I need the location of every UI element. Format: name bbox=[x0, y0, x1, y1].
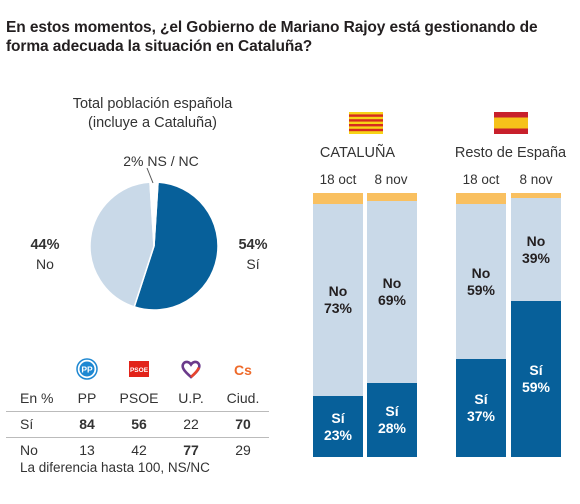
date-label: 8 nov bbox=[519, 172, 553, 187]
spain-flag-icon bbox=[494, 112, 528, 134]
bar-segment-si: Sí 28% bbox=[367, 383, 417, 457]
pie-no-pct: 44% bbox=[30, 237, 60, 253]
table-header-cell: Ciud. bbox=[217, 385, 269, 412]
table-cell: 29 bbox=[235, 442, 251, 459]
bar-segment-nsnc bbox=[456, 193, 506, 204]
pie-title-line1: Total población española bbox=[72, 96, 233, 112]
bar-label-no-pct: 39% bbox=[521, 249, 551, 266]
bar-segment-si: Sí 23% bbox=[313, 396, 363, 457]
pie-nsnc-label: 2% NS / NC bbox=[123, 153, 199, 169]
table-header-cell: U.P. bbox=[165, 385, 217, 412]
footnote: La diferencia hasta 100, NS/NC bbox=[20, 460, 210, 475]
bar-label-no-pct: 73% bbox=[323, 300, 353, 316]
pie-no-text: No bbox=[36, 256, 54, 272]
bar-label-si-pct: 37% bbox=[466, 408, 496, 424]
bar-label-si: Sí 37% bbox=[456, 391, 506, 425]
table-header-cell: PSOE bbox=[113, 385, 165, 412]
nsnc-leader-line bbox=[146, 167, 154, 184]
bar-segment-no: No 59% bbox=[456, 204, 506, 359]
bar-column: No 69% Sí 28% bbox=[367, 193, 417, 457]
bar-segment-no: No 69% bbox=[367, 201, 417, 383]
group-label-cataluna: CATALUÑA bbox=[319, 145, 396, 161]
row-label: Sí bbox=[6, 411, 61, 438]
bar-label-si: Sí 23% bbox=[313, 410, 363, 444]
table-cell: 70 bbox=[217, 411, 269, 438]
bar-label-no-pct: 69% bbox=[377, 292, 407, 308]
table-cell: 42 bbox=[131, 442, 147, 459]
bar-segment-nsnc bbox=[367, 193, 417, 201]
bar-label-no-text: No bbox=[382, 275, 402, 291]
party-table: PP PSOE Cs En % PP PSOE U.P. Ciud. Sí bbox=[6, 345, 269, 463]
bar-label-si-text: Sí bbox=[529, 362, 543, 378]
bar-label-si: Sí 59% bbox=[511, 362, 561, 396]
bar-label-si-text: Sí bbox=[474, 391, 488, 407]
pp-logo-text: PP bbox=[81, 365, 93, 375]
bar-label-si-text: Sí bbox=[331, 409, 345, 426]
catalonia-flag-icon bbox=[349, 112, 383, 134]
bar-label-no: No 73% bbox=[313, 283, 363, 317]
row-label: No bbox=[20, 442, 38, 459]
pie-si-label: 54% Sí bbox=[230, 236, 276, 274]
bar-segment-nsnc bbox=[511, 193, 561, 198]
podemos-logo-icon bbox=[181, 360, 201, 379]
bar-segment-si: Sí 37% bbox=[456, 359, 506, 457]
bar-label-si-pct: 59% bbox=[521, 379, 551, 395]
pie-slice-si bbox=[133, 181, 219, 311]
bar-label-no: No 39% bbox=[511, 233, 561, 267]
bar-label-no-pct: 59% bbox=[466, 281, 496, 298]
bar-column: No 39% Sí 59% bbox=[511, 193, 561, 457]
bar-column: No 59% Sí 37% bbox=[456, 193, 506, 457]
bar-column: No 73% Sí 23% bbox=[313, 193, 363, 457]
bar-segment-si: Sí 59% bbox=[511, 301, 561, 457]
pie-title: Total población española (incluye a Cata… bbox=[30, 95, 275, 133]
table-cell: 13 bbox=[79, 442, 95, 459]
ciudadanos-logo-icon: Cs bbox=[234, 362, 252, 378]
logo-row: PP PSOE Cs bbox=[6, 345, 269, 385]
table-header-cell: En % bbox=[6, 385, 61, 412]
pie-title-line2: (incluye a Cataluña) bbox=[88, 115, 217, 131]
psoe-logo-icon: PSOE bbox=[129, 361, 149, 377]
bar-label-no-text: No bbox=[328, 283, 348, 299]
pie-si-pct: 54% bbox=[238, 237, 268, 253]
cs-logo-text: Cs bbox=[234, 362, 252, 378]
pie-si-text: Sí bbox=[246, 256, 260, 272]
bar-label-no: No 69% bbox=[367, 275, 417, 309]
table-cell: 77 bbox=[183, 442, 199, 459]
date-label: 18 oct bbox=[319, 172, 357, 187]
bar-label-no-text: No bbox=[471, 264, 491, 281]
pp-logo-icon: PP bbox=[76, 358, 98, 380]
bar-label-si-pct: 23% bbox=[323, 426, 353, 443]
bar-segment-nsnc bbox=[313, 193, 363, 204]
table-row: Sí 84 56 22 70 bbox=[6, 411, 269, 438]
pie-slice-no bbox=[89, 181, 155, 308]
psoe-logo-text: PSOE bbox=[130, 367, 149, 374]
bar-label-si-pct: 28% bbox=[377, 420, 407, 436]
bar-label-si: Sí 28% bbox=[367, 403, 417, 437]
table-cell: 56 bbox=[113, 411, 165, 438]
question-title: En estos momentos, ¿el Gobierno de Maria… bbox=[6, 19, 538, 55]
bar-label-si-text: Sí bbox=[385, 403, 399, 419]
table-cell: 84 bbox=[61, 411, 113, 438]
pie-slice-nsnc bbox=[149, 181, 159, 247]
table-cell: 22 bbox=[165, 411, 217, 438]
pie-no-label: 44% No bbox=[22, 236, 68, 274]
bar-label-no: No 59% bbox=[456, 265, 506, 299]
date-label: 18 oct bbox=[462, 172, 500, 187]
table-row: No 13 42 77 29 bbox=[6, 437, 269, 463]
date-label: 8 nov bbox=[374, 172, 408, 187]
table-header-row: En % PP PSOE U.P. Ciud. bbox=[6, 385, 269, 412]
group-label-resto: Resto de España bbox=[454, 145, 567, 161]
bar-segment-no: No 73% bbox=[313, 204, 363, 396]
table-header-cell: PP bbox=[61, 385, 113, 412]
bar-segment-no: No 39% bbox=[511, 198, 561, 301]
bar-label-no-text: No bbox=[526, 232, 546, 249]
